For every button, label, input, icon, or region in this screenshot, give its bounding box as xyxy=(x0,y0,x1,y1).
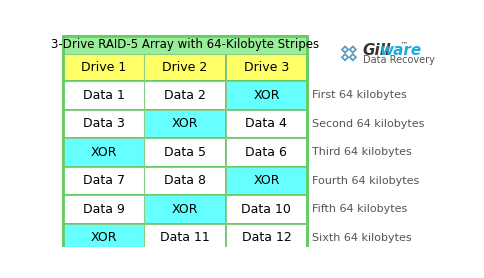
Bar xyxy=(63,110,143,137)
Bar xyxy=(226,224,306,251)
Bar xyxy=(145,82,225,109)
Text: Data 2: Data 2 xyxy=(164,89,206,102)
Bar xyxy=(226,167,306,194)
Text: XOR: XOR xyxy=(171,203,198,216)
Text: ware: ware xyxy=(379,43,421,58)
Text: Data 6: Data 6 xyxy=(245,146,287,159)
Text: XOR: XOR xyxy=(253,89,279,102)
Text: Data 4: Data 4 xyxy=(245,117,287,130)
Bar xyxy=(63,36,306,54)
Text: First 64 kilobytes: First 64 kilobytes xyxy=(312,90,407,100)
Text: Data 10: Data 10 xyxy=(241,203,291,216)
Text: 3-Drive RAID-5 Array with 64-Kilobyte Stripes: 3-Drive RAID-5 Array with 64-Kilobyte St… xyxy=(51,38,318,51)
Text: Data 9: Data 9 xyxy=(83,203,124,216)
Text: Data 3: Data 3 xyxy=(83,117,124,130)
Text: Data Recovery: Data Recovery xyxy=(362,54,434,64)
Text: Fifth 64 kilobytes: Fifth 64 kilobytes xyxy=(312,204,407,214)
Bar xyxy=(145,55,225,80)
Bar xyxy=(63,224,143,251)
Bar xyxy=(145,196,225,223)
Bar xyxy=(145,110,225,137)
Bar xyxy=(63,139,143,166)
Text: XOR: XOR xyxy=(90,146,117,159)
Text: Data 5: Data 5 xyxy=(164,146,206,159)
Text: Fourth 64 kilobytes: Fourth 64 kilobytes xyxy=(312,176,419,186)
Bar xyxy=(226,55,306,80)
Text: XOR: XOR xyxy=(253,174,279,187)
Text: Data 11: Data 11 xyxy=(160,231,210,244)
Bar xyxy=(226,82,306,109)
Bar xyxy=(226,139,306,166)
Bar xyxy=(63,36,306,252)
Text: Data 7: Data 7 xyxy=(82,174,124,187)
Text: Drive 3: Drive 3 xyxy=(243,61,288,74)
Bar xyxy=(63,55,143,80)
Text: XOR: XOR xyxy=(90,231,117,244)
Text: ™: ™ xyxy=(399,41,408,50)
Text: Third 64 kilobytes: Third 64 kilobytes xyxy=(312,147,411,157)
Text: Data 8: Data 8 xyxy=(164,174,206,187)
Text: Second 64 kilobytes: Second 64 kilobytes xyxy=(312,119,424,129)
Text: Sixth 64 kilobytes: Sixth 64 kilobytes xyxy=(312,233,411,243)
Bar xyxy=(226,110,306,137)
Bar xyxy=(145,139,225,166)
Bar xyxy=(145,224,225,251)
Text: Gill: Gill xyxy=(362,43,390,58)
Bar xyxy=(145,167,225,194)
Bar xyxy=(226,196,306,223)
Bar xyxy=(63,196,143,223)
Bar xyxy=(63,82,143,109)
Text: Data 12: Data 12 xyxy=(241,231,291,244)
Text: XOR: XOR xyxy=(171,117,198,130)
Text: Drive 1: Drive 1 xyxy=(81,61,126,74)
Text: Drive 2: Drive 2 xyxy=(162,61,207,74)
Bar xyxy=(63,167,143,194)
Text: Data 1: Data 1 xyxy=(83,89,124,102)
